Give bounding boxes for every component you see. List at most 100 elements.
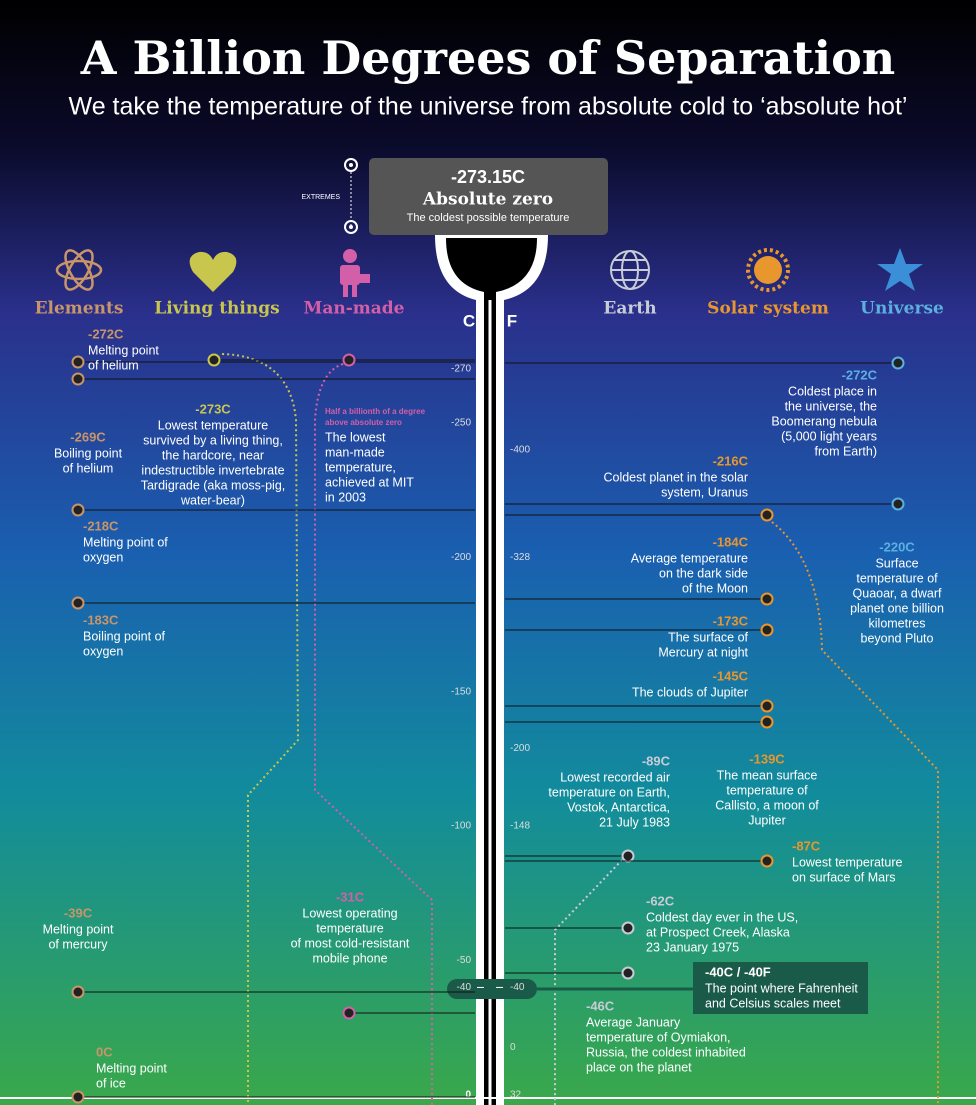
- marker-dot: [71, 596, 85, 610]
- temperature: -269C: [70, 429, 106, 444]
- temperature: -272C: [88, 326, 124, 341]
- description: Melting point: [88, 343, 159, 357]
- description: Boiling point of: [83, 629, 166, 643]
- description: oxygen: [83, 644, 123, 658]
- item: Half a billionth of a degree above absolu…: [325, 353, 475, 504]
- category-label: Solar system: [707, 299, 829, 319]
- description: Callisto, a moon of: [715, 798, 819, 812]
- description: Coldest planet in the solar: [603, 470, 748, 484]
- temperature: -273C: [195, 401, 231, 416]
- description: from Earth): [814, 444, 877, 458]
- description: in 2003: [325, 490, 366, 504]
- description: Coldest place in: [788, 384, 877, 398]
- temperature: -46C: [586, 998, 615, 1013]
- marker-dot: [760, 508, 774, 522]
- c-tick-label: -150: [451, 686, 471, 697]
- category-label: Elements: [35, 299, 124, 319]
- c-tick-label: -50: [457, 955, 472, 966]
- marker-dot: [891, 497, 905, 511]
- note: above absolute zero: [325, 418, 402, 427]
- marker-dot: [760, 623, 774, 637]
- description: Surface: [875, 556, 918, 570]
- description: Lowest recorded air: [560, 770, 670, 784]
- description: water-bear): [180, 493, 245, 507]
- temperature: -173C: [713, 613, 749, 628]
- extremes-temp: -273.15C: [451, 167, 525, 187]
- marker-dot: [71, 985, 85, 999]
- description: The surface of: [668, 630, 748, 644]
- temperature: -145C: [713, 668, 749, 683]
- extremes-box: [369, 158, 608, 235]
- description: temperature,: [325, 460, 396, 474]
- description: Lowest temperature: [158, 418, 269, 432]
- description: Boiling point: [54, 446, 123, 460]
- marker-dot: [760, 699, 774, 713]
- title: A Billion Degrees of Separation: [80, 31, 895, 85]
- description: and Celsius scales meet: [705, 996, 841, 1010]
- celsius-label: C: [463, 311, 475, 330]
- description: system, Uranus: [661, 485, 748, 499]
- temperature: -31C: [336, 889, 365, 904]
- temperature: 0C: [96, 1044, 113, 1059]
- description: Average January: [586, 1015, 681, 1029]
- item: -145C The clouds of Jupiter: [505, 668, 774, 713]
- marker-dot: [71, 1090, 85, 1104]
- description: Quaoar, a dwarf: [853, 586, 942, 600]
- description: Lowest temperature: [792, 855, 903, 869]
- category-label: Universe: [860, 299, 944, 319]
- category-label: Living things: [154, 299, 279, 319]
- marker-dot: [71, 355, 85, 369]
- description: temperature: [316, 921, 383, 935]
- description: of ice: [96, 1076, 126, 1090]
- extremes-description: The coldest possible temperature: [407, 212, 570, 224]
- category-icons: [55, 248, 923, 297]
- category-label: Earth: [603, 299, 656, 319]
- extremes-name: Absolute zero: [422, 190, 553, 210]
- f-tick-label: -40: [510, 982, 525, 993]
- temperature: -87C: [792, 838, 821, 853]
- extremes-label: EXTREMES: [301, 194, 340, 201]
- description: place on the planet: [586, 1060, 692, 1074]
- item: -62C Coldest day ever in the US,at Prospe…: [505, 893, 798, 954]
- marker-dot: [342, 1006, 356, 1020]
- marker-dot: [621, 849, 635, 863]
- subtitle: We take the temperature of the universe …: [69, 93, 908, 121]
- description: of mercury: [48, 937, 108, 951]
- description: the hardcore, near: [162, 448, 264, 462]
- temperature: -184C: [713, 534, 749, 549]
- description: on the dark side: [659, 566, 748, 580]
- f-tick-label: -328: [510, 552, 530, 563]
- description: the universe, the: [785, 399, 877, 413]
- f-tick-label: 32: [510, 1090, 522, 1101]
- description: of the Moon: [682, 581, 748, 595]
- description: of helium: [63, 461, 114, 475]
- temperature: -89C: [642, 753, 671, 768]
- meeting-box: [693, 962, 868, 1014]
- f-tick-label: -200: [510, 743, 530, 754]
- item: -216C Coldest planet in the solarsystem, …: [505, 453, 774, 522]
- marker-dot: [207, 353, 221, 367]
- description: The lowest: [325, 430, 386, 444]
- description: temperature of: [726, 783, 808, 797]
- temperature: -40C / -40F: [705, 964, 771, 979]
- thermometer: [0, 235, 976, 1105]
- description: temperature of: [856, 571, 938, 585]
- fahrenheit-label: F: [507, 311, 517, 330]
- description: Mercury at night: [658, 645, 748, 659]
- temperature: -39C: [64, 905, 93, 920]
- marker-dot: [71, 503, 85, 517]
- temperature: -218C: [83, 518, 119, 533]
- description: at Prospect Creek, Alaska: [646, 925, 790, 939]
- description: indestructible invertebrate: [141, 463, 284, 477]
- description: achieved at MIT: [325, 475, 414, 489]
- description: temperature of Oymiakon,: [586, 1030, 731, 1044]
- marker-dot: [621, 966, 635, 980]
- description: Average temperature: [631, 551, 748, 565]
